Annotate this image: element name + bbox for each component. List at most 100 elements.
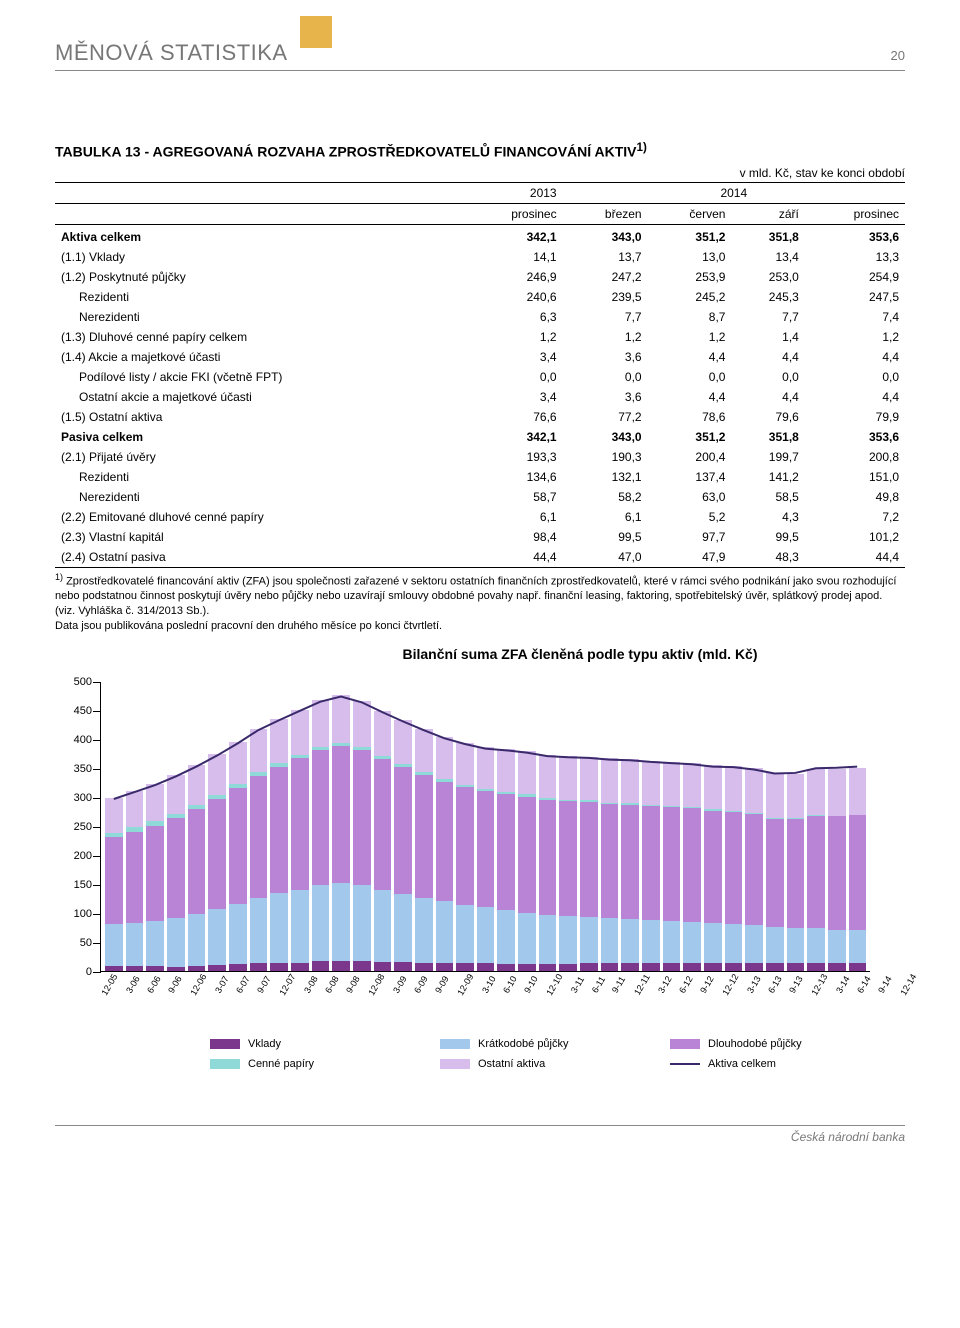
cell: 246,9 bbox=[462, 267, 562, 287]
cell: 77,2 bbox=[563, 407, 648, 427]
row-label: (1.5) Ostatní aktiva bbox=[55, 407, 462, 427]
bar bbox=[374, 711, 392, 971]
bar bbox=[601, 758, 619, 970]
cell: 6,1 bbox=[563, 507, 648, 527]
header-title: MĚNOVÁ STATISTIKA bbox=[55, 40, 891, 66]
cell: 141,2 bbox=[731, 467, 804, 487]
cell: 253,9 bbox=[648, 267, 732, 287]
footnote-marker: 1) bbox=[55, 572, 63, 582]
legend-item: Vklady bbox=[210, 1038, 410, 1050]
bar bbox=[787, 774, 805, 971]
row-label: (1.4) Akcie a majetkové účasti bbox=[55, 347, 462, 367]
cell: 4,3 bbox=[731, 507, 804, 527]
cell: 101,2 bbox=[805, 527, 905, 547]
cell: 4,4 bbox=[731, 387, 804, 407]
cell: 58,5 bbox=[731, 487, 804, 507]
row-label: Rezidenti bbox=[55, 467, 462, 487]
row-label: Rezidenti bbox=[55, 287, 462, 307]
bar bbox=[456, 743, 474, 971]
row-label: Pasiva celkem bbox=[55, 427, 462, 447]
legend-label: Dlouhodobé půjčky bbox=[708, 1038, 802, 1050]
bar bbox=[270, 719, 288, 971]
chart: 050100150200250300350400450500 12-053-06… bbox=[100, 682, 870, 1070]
legend-item: Cenné papíry bbox=[210, 1058, 410, 1070]
legend-item: Dlouhodobé půjčky bbox=[670, 1038, 870, 1050]
col-month: březen bbox=[563, 203, 648, 224]
y-axis-label: 350 bbox=[52, 763, 92, 775]
cell: 8,7 bbox=[648, 307, 732, 327]
cell: 78,6 bbox=[648, 407, 732, 427]
table-units: v mld. Kč, stav ke konci období bbox=[55, 166, 905, 180]
cell: 193,3 bbox=[462, 447, 562, 467]
cell: 351,8 bbox=[731, 224, 804, 247]
bar bbox=[332, 695, 350, 970]
cell: 342,1 bbox=[462, 427, 562, 447]
bar bbox=[683, 763, 701, 971]
y-axis-label: 0 bbox=[52, 966, 92, 978]
chart-title: Bilanční suma ZFA členěná podle typu akt… bbox=[255, 646, 905, 662]
cell: 351,8 bbox=[731, 427, 804, 447]
row-label: Podílové listy / akcie FKI (včetně FPT) bbox=[55, 367, 462, 387]
cell: 1,2 bbox=[648, 327, 732, 347]
cell: 351,2 bbox=[648, 224, 732, 247]
bar bbox=[436, 737, 454, 971]
bar bbox=[105, 798, 123, 971]
cell: 6,1 bbox=[462, 507, 562, 527]
cell: 0,0 bbox=[563, 367, 648, 387]
cell: 1,4 bbox=[731, 327, 804, 347]
bar bbox=[229, 742, 247, 970]
cell: 247,2 bbox=[563, 267, 648, 287]
bar bbox=[849, 768, 867, 970]
bar bbox=[394, 720, 412, 971]
y-axis-label: 200 bbox=[52, 850, 92, 862]
cell: 98,4 bbox=[462, 527, 562, 547]
cell: 253,0 bbox=[731, 267, 804, 287]
cell: 13,4 bbox=[731, 247, 804, 267]
bar bbox=[725, 766, 743, 971]
legend-label: Cenné papíry bbox=[248, 1058, 314, 1070]
bar bbox=[312, 700, 330, 970]
bar bbox=[415, 729, 433, 971]
cell: 1,2 bbox=[462, 327, 562, 347]
legend-label: Vklady bbox=[248, 1038, 281, 1050]
cell: 343,0 bbox=[563, 224, 648, 247]
bar bbox=[146, 784, 164, 971]
legend-item: Krátkodobé půjčky bbox=[440, 1038, 640, 1050]
legend-label: Aktiva celkem bbox=[708, 1058, 776, 1070]
cell: 97,7 bbox=[648, 527, 732, 547]
y-axis-label: 250 bbox=[52, 821, 92, 833]
bar bbox=[559, 756, 577, 971]
row-label: (2.4) Ostatní pasiva bbox=[55, 547, 462, 568]
cell: 239,5 bbox=[563, 287, 648, 307]
cell: 199,7 bbox=[731, 447, 804, 467]
cell: 353,6 bbox=[805, 224, 905, 247]
cell: 58,7 bbox=[462, 487, 562, 507]
cell: 3,4 bbox=[462, 347, 562, 367]
cell: 134,6 bbox=[462, 467, 562, 487]
bar bbox=[250, 729, 268, 971]
cell: 245,2 bbox=[648, 287, 732, 307]
bar bbox=[642, 761, 660, 971]
row-label: Ostatní akcie a majetkové účasti bbox=[55, 387, 462, 407]
row-label: (1.1) Vklady bbox=[55, 247, 462, 267]
cell: 7,2 bbox=[805, 507, 905, 527]
row-label: Aktiva celkem bbox=[55, 224, 462, 247]
cell: 49,8 bbox=[805, 487, 905, 507]
cell: 3,6 bbox=[563, 347, 648, 367]
y-axis-label: 400 bbox=[52, 734, 92, 746]
legend-label: Ostatní aktiva bbox=[478, 1058, 545, 1070]
legend-label: Krátkodobé půjčky bbox=[478, 1038, 569, 1050]
bar bbox=[745, 768, 763, 970]
cell: 353,6 bbox=[805, 427, 905, 447]
cell: 240,6 bbox=[462, 287, 562, 307]
col-month: prosinec bbox=[462, 203, 562, 224]
cell: 6,3 bbox=[462, 307, 562, 327]
bar bbox=[167, 775, 185, 970]
cell: 351,2 bbox=[648, 427, 732, 447]
footnote: 1) Zprostředkovatelé financování aktiv (… bbox=[55, 571, 905, 634]
row-label: (2.1) Přijaté úvěry bbox=[55, 447, 462, 467]
row-label: (1.3) Dluhové cenné papíry celkem bbox=[55, 327, 462, 347]
cell: 99,5 bbox=[731, 527, 804, 547]
col-month: červen bbox=[648, 203, 732, 224]
cell: 7,4 bbox=[805, 307, 905, 327]
